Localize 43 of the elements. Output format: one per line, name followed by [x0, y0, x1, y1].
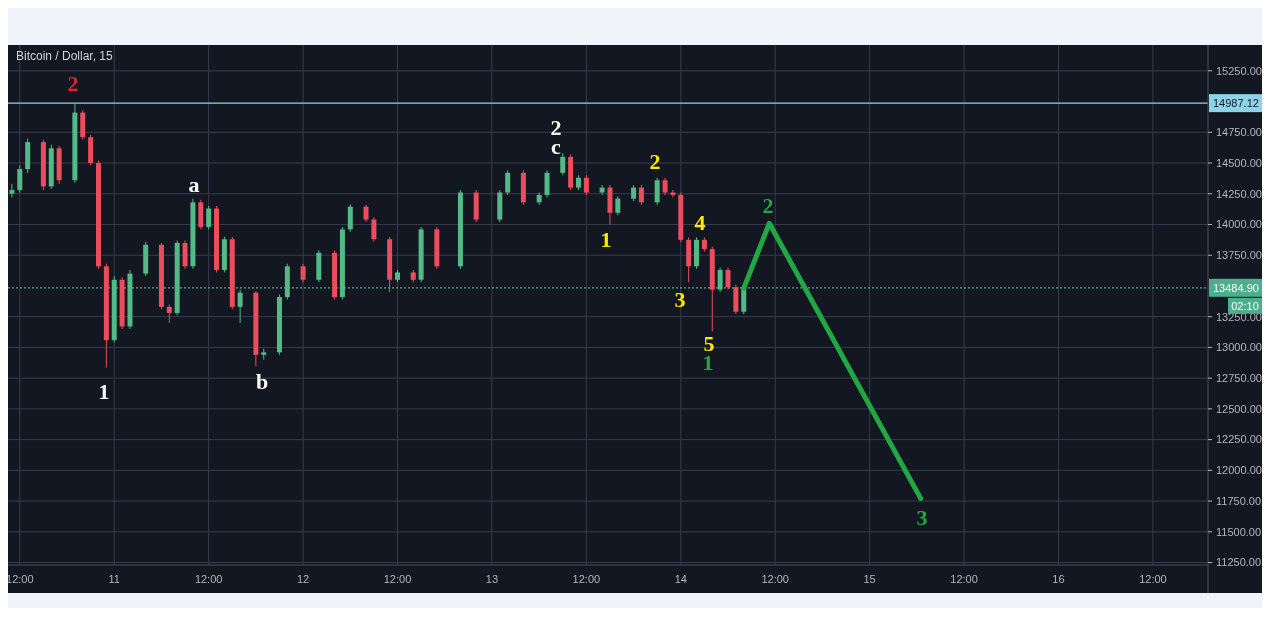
- annotation: 2: [67, 70, 79, 96]
- y-tick-label: 14000.00: [1216, 218, 1262, 231]
- ref-line-label: 13484.90: [1213, 281, 1259, 294]
- y-tick-label: 12750.00: [1216, 371, 1262, 384]
- x-tick-label: 15: [863, 573, 876, 585]
- annotation: 5: [703, 330, 715, 356]
- annotation: 4: [694, 209, 706, 235]
- y-tick-label: 11750.00: [1216, 494, 1262, 507]
- annotation: 2: [649, 148, 661, 174]
- text: 02:10: [1231, 299, 1259, 312]
- y-tick-label: 13250.00: [1216, 310, 1262, 323]
- annotation: 3: [916, 504, 928, 530]
- y-tick-label: 11250.00: [1216, 556, 1262, 569]
- x-tick-label: 11: [108, 573, 120, 585]
- x-tick-label: 12:00: [761, 573, 789, 585]
- annotation: 1: [98, 378, 110, 404]
- x-tick-label: 12:00: [572, 573, 601, 585]
- y-tick-label: 11500.00: [1216, 525, 1262, 538]
- annotation: 3: [674, 286, 686, 312]
- y-tick-label: 12250.00: [1216, 433, 1262, 446]
- annotation: 2: [550, 114, 562, 140]
- x-tick-label: 12:00: [383, 573, 412, 585]
- ref-line-label: 14987.12: [1213, 96, 1259, 109]
- x-tick-label: 16: [1052, 573, 1065, 585]
- x-tick-label: 14: [674, 573, 687, 585]
- annotation: a: [188, 171, 200, 197]
- annotation: 1: [600, 226, 612, 252]
- y-tick-label: 14750.00: [1216, 126, 1262, 139]
- chart-title: Bitcoin / Dollar, 15: [16, 49, 114, 63]
- x-tick-label: 12:00: [950, 573, 978, 585]
- annotation: 2: [762, 192, 774, 218]
- y-tick-label: 13000.00: [1216, 341, 1262, 354]
- x-tick-label: 13: [485, 573, 499, 585]
- y-tick-label: 12000.00: [1216, 464, 1262, 477]
- y-tick-label: 12500.00: [1216, 402, 1262, 415]
- x-tick-label: 12:00: [194, 573, 223, 585]
- annotation: b: [255, 368, 269, 394]
- y-tick-label: 15250.00: [1216, 64, 1262, 77]
- y-tick-label: 14500.00: [1216, 156, 1262, 169]
- x-tick-label: 12: [296, 573, 310, 585]
- x-tick-label: 12:00: [1139, 573, 1167, 585]
- y-tick-label: 13750.00: [1216, 249, 1262, 262]
- y-tick-label: 14250.00: [1216, 187, 1262, 200]
